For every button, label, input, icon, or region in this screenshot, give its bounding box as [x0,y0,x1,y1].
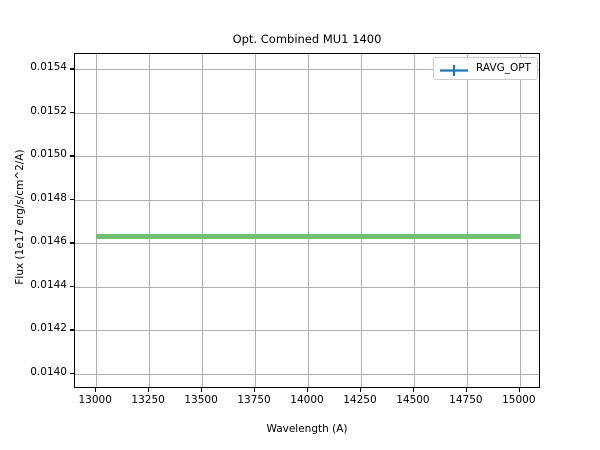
y-tick-label: 0.0148 [30,191,67,204]
y-tick-label: 0.0140 [30,365,67,378]
y-tick [70,242,74,244]
x-tick [254,388,256,392]
x-tick-label: 14500 [396,394,430,406]
y-tick-label: 0.0154 [30,61,67,74]
x-axis-label: Wavelength (A) [266,423,348,435]
legend: RAVG_OPT [433,57,538,80]
y-tick-label: 0.0150 [30,148,67,161]
series-segment-ravg-opt [202,233,256,239]
plot-area [74,53,540,388]
gridline-horizontal [75,243,539,245]
gridline-horizontal [75,199,539,201]
series-segment-ravg-opt [360,233,414,239]
y-tick-label: 0.0144 [30,278,67,291]
gridline-vertical [413,54,415,387]
gridline-vertical [149,54,151,387]
y-tick [70,372,74,375]
gridline-vertical [360,54,362,387]
x-tick [201,388,203,392]
x-tick [148,388,150,392]
x-tick [95,388,97,392]
gridline-vertical [308,54,309,387]
chart-title: Opt. Combined MU1 1400 [232,32,382,46]
x-tick [307,388,309,392]
x-tick [359,388,362,392]
gridline-vertical [519,54,521,387]
gridline-horizontal [75,286,539,288]
gridline-horizontal [75,69,539,71]
x-tick-label: 13000 [78,394,112,406]
y-tick [70,285,74,288]
gridline-vertical [466,54,468,387]
x-tick-label: 13250 [131,394,165,406]
errorbar-marker-icon [439,62,469,76]
legend-label-ravg-opt: RAVG_OPT [476,62,531,74]
x-tick-label: 14750 [449,394,483,406]
y-tick-label: 0.0146 [30,235,67,248]
y-tick [70,329,74,331]
gridline-vertical [96,54,98,387]
series-segment-ravg-opt [413,233,467,239]
y-tick [70,198,74,201]
series-segment-ravg-opt [466,233,520,239]
gridline-horizontal [75,156,539,158]
gridline-vertical [202,54,204,387]
y-tick-label: 0.0142 [30,322,67,335]
y-tick [70,68,74,70]
gridline-horizontal [75,373,539,375]
series-segment-ravg-opt [308,233,361,239]
y-tick-label: 0.0152 [30,104,67,117]
x-tick-label: 14000 [290,394,324,406]
y-tick [70,111,74,114]
y-tick [70,155,74,157]
gridline-vertical [255,54,257,387]
x-tick [465,388,468,392]
series-segment-ravg-opt [149,233,203,239]
x-tick-label: 13750 [237,394,271,406]
x-tick-label: 15000 [502,394,536,406]
series-segment-ravg-opt [96,233,150,239]
x-tick [412,388,415,392]
x-tick [518,388,521,392]
x-tick-label: 14250 [343,394,377,406]
series-segment-ravg-opt [255,233,308,239]
gridline-horizontal [75,330,539,332]
x-tick-label: 13500 [184,394,218,406]
gridline-horizontal [75,112,539,114]
y-axis-label: Flux (1e17 erg/s/cm^2/A) [14,149,26,285]
